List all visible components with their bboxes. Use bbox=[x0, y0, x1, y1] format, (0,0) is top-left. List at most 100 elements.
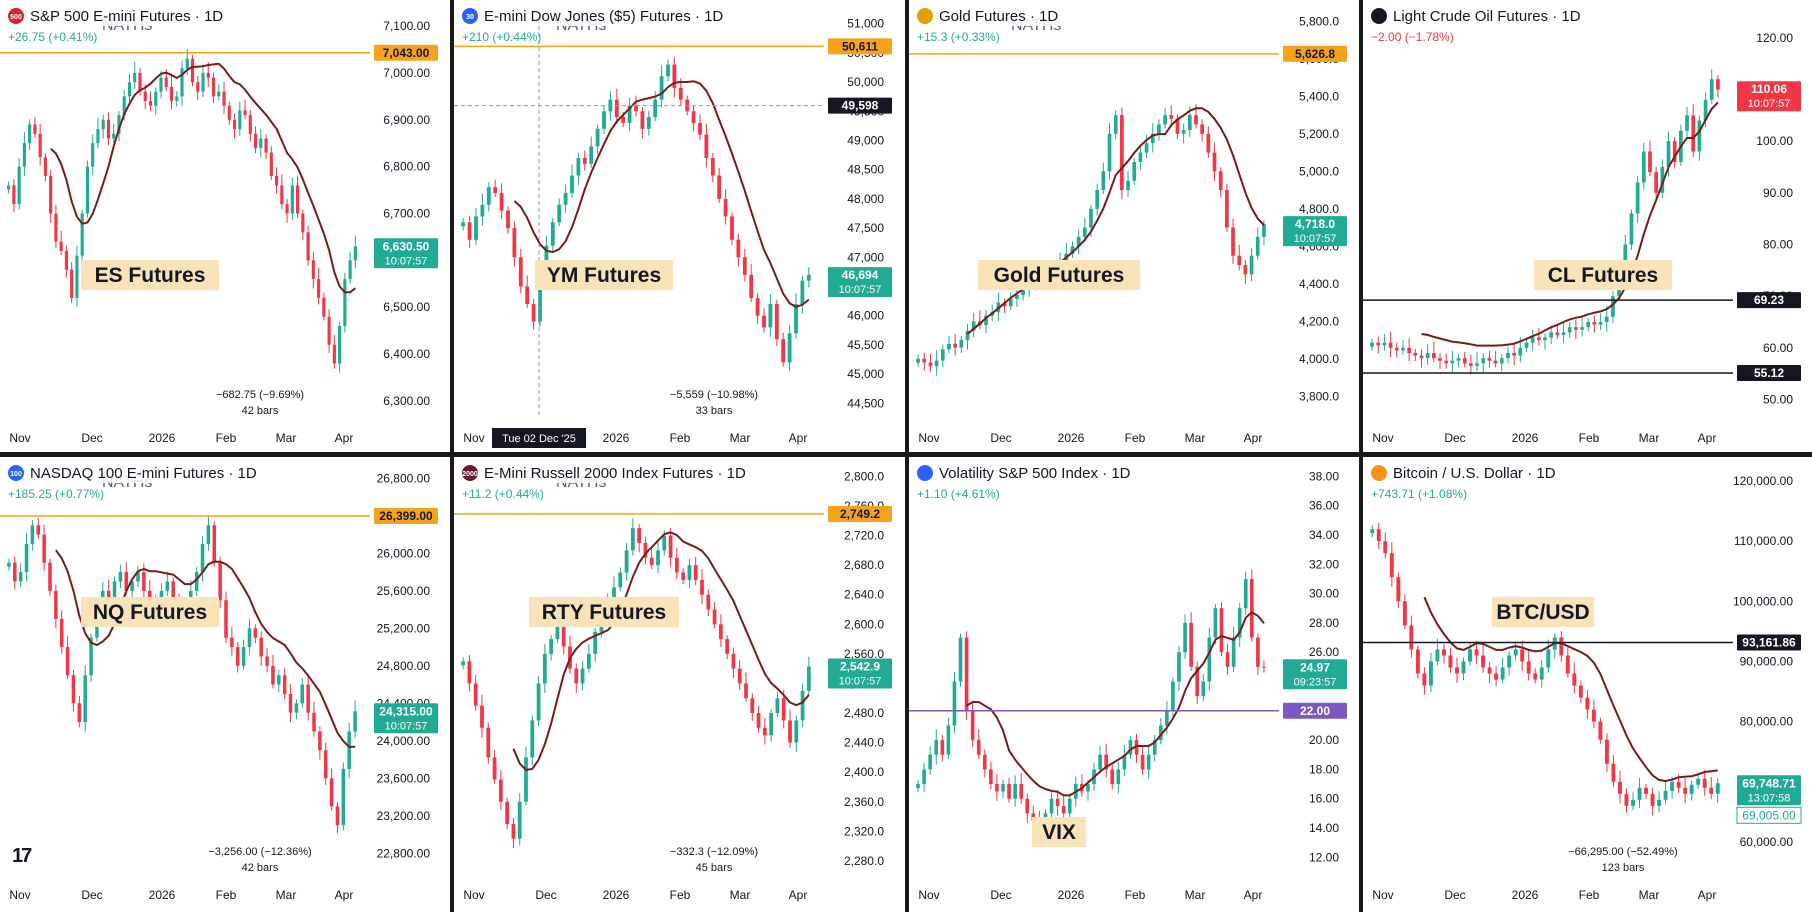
x-axis-label: Apr bbox=[1244, 888, 1263, 902]
title-bg bbox=[480, 461, 810, 483]
y-axis-tick: 50.00 bbox=[1763, 393, 1793, 407]
candle-body bbox=[224, 600, 228, 638]
moving-average-line bbox=[966, 107, 1265, 335]
candle-body bbox=[1435, 649, 1440, 662]
candle-body bbox=[1546, 649, 1551, 668]
candle-body bbox=[1468, 649, 1472, 662]
candle-body bbox=[1637, 787, 1642, 800]
candle-body bbox=[7, 562, 11, 567]
date-tag-bg bbox=[492, 428, 586, 448]
candle-body bbox=[1212, 152, 1217, 172]
ath-label-text: 26,399.00 bbox=[379, 509, 433, 523]
candle-body bbox=[1629, 213, 1634, 245]
measure-bars: 42 bars bbox=[242, 862, 279, 874]
candle-body bbox=[164, 77, 168, 87]
level-label-bg bbox=[1283, 702, 1347, 719]
x-axis-label: 2026 bbox=[1058, 888, 1085, 902]
y-axis-tick: 32.00 bbox=[1309, 557, 1339, 571]
last-price-label-text: 2,542.9 bbox=[840, 660, 880, 674]
candle-body bbox=[259, 637, 263, 657]
candle-body bbox=[1450, 360, 1455, 364]
symbol-icon: 30 bbox=[462, 8, 478, 24]
candle-body bbox=[640, 111, 645, 129]
chart-title: Volatility S&P 500 Index · 1D bbox=[939, 465, 1131, 482]
candle-body bbox=[1518, 347, 1523, 356]
candle-body bbox=[353, 711, 357, 732]
y-axis-tick: 2,680.0 bbox=[844, 558, 884, 572]
ath-label-text: 2,749.2 bbox=[840, 507, 880, 521]
level-label: 93,161.86 bbox=[1737, 634, 1801, 651]
candle-body bbox=[1419, 355, 1424, 359]
y-axis-tick: 6,900.00 bbox=[383, 113, 430, 127]
candle-body bbox=[1604, 739, 1609, 764]
candle-body bbox=[1481, 655, 1486, 668]
y-axis-tick: 60,000.00 bbox=[1740, 835, 1794, 849]
chart-svg-nq[interactable]: 26,800.00 26,399.00 26,000.00 25,600.00 25,2… bbox=[0, 457, 450, 909]
y-axis-tick: 90,000.00 bbox=[1740, 654, 1794, 668]
candle-body bbox=[42, 534, 46, 563]
chart-name-label: YM Futures bbox=[535, 260, 673, 290]
y-axis-tick: 14.00 bbox=[1309, 821, 1339, 835]
candle-body bbox=[127, 82, 132, 97]
chart-panel-nq[interactable]: 26,800.00 26,399.00 26,000.00 25,600.00 25,2… bbox=[0, 457, 450, 909]
chart-panel-es[interactable]: 7,100.00 7,000.00 6,900.00 6,800.00 6,700.00… bbox=[0, 0, 450, 452]
chart-panel-ym[interactable]: 51,00050,50050,00049,50049,00048,50048,0… bbox=[454, 0, 904, 452]
candle-body bbox=[989, 769, 993, 785]
chart-panel-btc[interactable]: 120,000.00 110,000.00 100,000.00 90,000.00 8… bbox=[1363, 457, 1812, 909]
last-price-label-text: 110.06 bbox=[1751, 82, 1787, 96]
y-axis-tick: 49,000 bbox=[847, 133, 884, 147]
x-axis-label: Nov bbox=[1372, 431, 1393, 445]
symbol-icon-circle bbox=[462, 465, 478, 481]
chart-svg-cl[interactable]: 120.00110.00100.0090.0080.0070.0060.0050… bbox=[1363, 0, 1812, 452]
candle-body bbox=[1008, 298, 1013, 307]
candle-body bbox=[1015, 295, 1019, 299]
candle-body bbox=[1536, 337, 1541, 341]
last-price-label-bg bbox=[828, 658, 892, 689]
last-price-label-bg bbox=[1737, 81, 1801, 112]
candle-body bbox=[1122, 754, 1127, 770]
chart-panel-vix[interactable]: 38.0036.0034.0032.0030.0028.0026.0024.00… bbox=[909, 457, 1359, 909]
chart-svg-btc[interactable]: 120,000.00 110,000.00 100,000.00 90,000.00 8… bbox=[1363, 457, 1812, 909]
symbol-icon-circle bbox=[8, 8, 24, 24]
candle-body bbox=[922, 769, 926, 785]
candle-body bbox=[1487, 667, 1492, 674]
chart-svg-gc[interactable]: 5,800.05,600.05,400.05,200.05,000.04,800… bbox=[909, 0, 1359, 452]
chart-panel-gc[interactable]: 5,800.05,600.05,400.05,200.05,000.04,800… bbox=[909, 0, 1359, 452]
candle-body bbox=[1672, 141, 1677, 162]
candle-body bbox=[180, 68, 184, 97]
candle-body bbox=[1487, 358, 1492, 361]
symbol-icon bbox=[1371, 8, 1387, 24]
candle-body bbox=[1586, 322, 1591, 328]
y-axis-tick: 2,480.0 bbox=[844, 706, 884, 720]
chart-svg-es[interactable]: 7,100.00 7,000.00 6,900.00 6,800.00 6,700.00… bbox=[0, 0, 450, 452]
last-price-label-bg bbox=[1283, 216, 1347, 247]
candle-body bbox=[154, 91, 158, 106]
candle-body bbox=[1086, 784, 1090, 792]
candle-body bbox=[306, 684, 310, 713]
candle-body bbox=[341, 768, 346, 826]
candle-body bbox=[1243, 578, 1248, 609]
candle-body bbox=[1448, 655, 1453, 668]
candle-body bbox=[1543, 337, 1547, 341]
chart-svg-vix[interactable]: 38.0036.0034.0032.0030.0028.0026.0024.00… bbox=[909, 457, 1359, 909]
chart-panel-rty[interactable]: 2,800.02,760.02,749.22,720.02,680.02,640… bbox=[454, 457, 904, 909]
candle-body bbox=[775, 698, 780, 714]
title-bg bbox=[480, 4, 776, 26]
ath-label-bg bbox=[374, 44, 438, 61]
y-axis-tick: 20.00 bbox=[1309, 733, 1339, 747]
candle-body bbox=[1475, 363, 1479, 366]
candles-gc bbox=[916, 104, 1266, 376]
candle-body bbox=[762, 315, 766, 328]
chart-svg-ym[interactable]: 51,00050,50050,00049,50049,00048,50048,0… bbox=[454, 0, 904, 452]
y-axis-tick: 5,800.0 bbox=[1299, 14, 1339, 28]
chart-name-label-bg bbox=[81, 597, 219, 627]
x-axis-label: Dec bbox=[1444, 431, 1465, 445]
chart-panel-cl[interactable]: 120.00110.00100.0090.0080.0070.0060.0050… bbox=[1363, 0, 1812, 452]
crosshair-label-bg bbox=[828, 97, 892, 114]
y-axis-tick: 26.00 bbox=[1309, 645, 1339, 659]
candle-body bbox=[756, 713, 761, 728]
level-label-text: 55.12 bbox=[1754, 366, 1784, 380]
candle-body bbox=[1691, 115, 1696, 152]
chart-svg-rty[interactable]: 2,800.02,760.02,749.22,720.02,680.02,640… bbox=[454, 457, 904, 909]
candle-body bbox=[637, 528, 642, 543]
